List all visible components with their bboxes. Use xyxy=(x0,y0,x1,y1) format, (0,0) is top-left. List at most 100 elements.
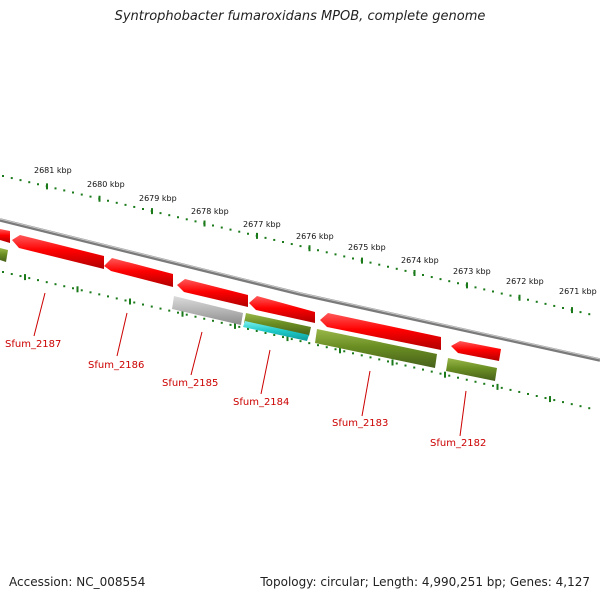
ruler-dot xyxy=(194,315,197,318)
ruler-dot xyxy=(247,232,249,235)
ruler-dot xyxy=(562,401,564,404)
ruler-dot xyxy=(317,344,319,347)
ruler-major-tick xyxy=(549,396,551,403)
gene-block[interactable] xyxy=(315,329,437,368)
ruler-dot xyxy=(185,313,188,316)
ruler-label: 2678 kbp xyxy=(191,207,229,216)
ruler-dot xyxy=(212,319,214,322)
ruler-dot xyxy=(63,285,66,288)
ruler-dot xyxy=(133,301,136,304)
ruler-dot xyxy=(509,388,512,391)
ruler-dot xyxy=(492,290,494,293)
ruler-dot xyxy=(500,292,503,295)
gene-label[interactable]: Sfum_2183 xyxy=(332,418,388,429)
ruler-dot xyxy=(290,338,293,341)
ruler-dot xyxy=(474,286,477,289)
gene-row-forward xyxy=(0,229,501,361)
ruler-dot xyxy=(483,382,486,385)
gene-arrow[interactable] xyxy=(104,258,173,287)
ruler-label: 2674 kbp xyxy=(401,256,439,265)
ruler-major-tick xyxy=(129,298,131,305)
ruler-dot xyxy=(98,293,101,296)
ruler-major-tick xyxy=(46,183,48,190)
ruler-dot xyxy=(89,195,92,198)
gene-block[interactable] xyxy=(446,358,497,381)
ruler-dot xyxy=(264,331,267,334)
ruler-dot xyxy=(439,372,442,375)
ruler-major-tick xyxy=(234,322,236,329)
ruler-major-tick xyxy=(256,232,258,239)
ruler-dot xyxy=(177,311,179,314)
ruler-dot xyxy=(142,207,144,210)
ruler-dot xyxy=(325,346,328,349)
ruler-dot xyxy=(492,384,494,387)
gene-arrow[interactable] xyxy=(0,229,10,243)
ruler-dot xyxy=(72,191,74,194)
ruler-dot xyxy=(115,297,118,300)
ruler-dot xyxy=(430,276,433,279)
ruler-dot xyxy=(299,245,302,248)
ruler-dot xyxy=(255,329,258,332)
gene-arrow[interactable] xyxy=(320,313,441,350)
gene-label[interactable]: Sfum_2185 xyxy=(162,378,218,389)
ruler-dot xyxy=(360,354,363,357)
gene-block[interactable] xyxy=(172,296,243,325)
gene-labels: Sfum_2187 Sfum_2186 Sfum_2185 Sfum_2184 … xyxy=(5,339,486,449)
ruler-dot xyxy=(395,267,398,270)
ruler-dot xyxy=(37,279,39,282)
gene-arrow[interactable] xyxy=(249,296,315,323)
gene-label[interactable]: Sfum_2182 xyxy=(430,438,486,449)
ruler-major-tick xyxy=(466,282,468,289)
ruler-major-tick xyxy=(76,286,79,293)
ruler-dot xyxy=(142,303,144,306)
ruler-dot xyxy=(220,321,223,324)
ruler-dot xyxy=(369,356,372,359)
gene-label[interactable]: Sfum_2184 xyxy=(233,397,289,408)
ruler-dot xyxy=(63,189,66,192)
ruler-dot xyxy=(133,205,136,208)
gene-arrow[interactable] xyxy=(177,279,248,307)
ruler-dot xyxy=(325,251,328,254)
ruler-dot xyxy=(185,218,188,221)
ruler-dot xyxy=(19,179,22,182)
ruler-dot xyxy=(10,177,13,180)
gene-label[interactable]: Sfum_2187 xyxy=(5,339,61,350)
ruler-dot xyxy=(439,278,442,281)
ruler-dot xyxy=(45,281,48,284)
ruler-dot xyxy=(395,362,398,365)
ruler-dot xyxy=(72,287,74,290)
ruler-labels: 2681 kbp 2680 kbp 2679 kbp 2678 kbp 2677… xyxy=(34,166,597,296)
ruler-dot xyxy=(369,261,372,264)
ruler-dot xyxy=(544,302,547,305)
ruler-dot xyxy=(229,228,232,231)
ruler-dot xyxy=(562,306,564,309)
ruler-dot xyxy=(334,253,337,256)
ruler-dot xyxy=(54,283,57,286)
ruler-dot xyxy=(404,269,407,272)
ruler-label: 2676 kbp xyxy=(296,232,334,241)
ruler-label: 2681 kbp xyxy=(34,166,72,175)
ruler-dot xyxy=(115,201,118,204)
ruler-dot xyxy=(422,273,424,276)
ruler-dot xyxy=(465,378,468,381)
gene-block[interactable] xyxy=(244,313,311,336)
ruler-dot xyxy=(352,257,354,260)
ruler-dot xyxy=(177,216,179,219)
ruler-label: 2671 kbp xyxy=(559,287,597,296)
gene-arrow[interactable] xyxy=(12,235,104,269)
gene-block[interactable] xyxy=(0,248,8,262)
ruler-dot xyxy=(238,325,241,328)
ruler-dot xyxy=(238,230,241,233)
ruler-major-tick xyxy=(413,269,416,276)
ruler-dot xyxy=(343,255,346,258)
ruler-dot xyxy=(203,317,206,320)
ruler-dot xyxy=(10,273,13,276)
ruler-label: 2677 kbp xyxy=(243,220,281,229)
ruler-dot xyxy=(282,240,284,243)
gene-block[interactable] xyxy=(243,321,309,341)
ruler-major-tick xyxy=(286,335,289,342)
gene-arrow[interactable] xyxy=(451,341,501,361)
ruler-dot xyxy=(422,368,424,371)
gene-label[interactable]: Sfum_2186 xyxy=(88,360,144,371)
